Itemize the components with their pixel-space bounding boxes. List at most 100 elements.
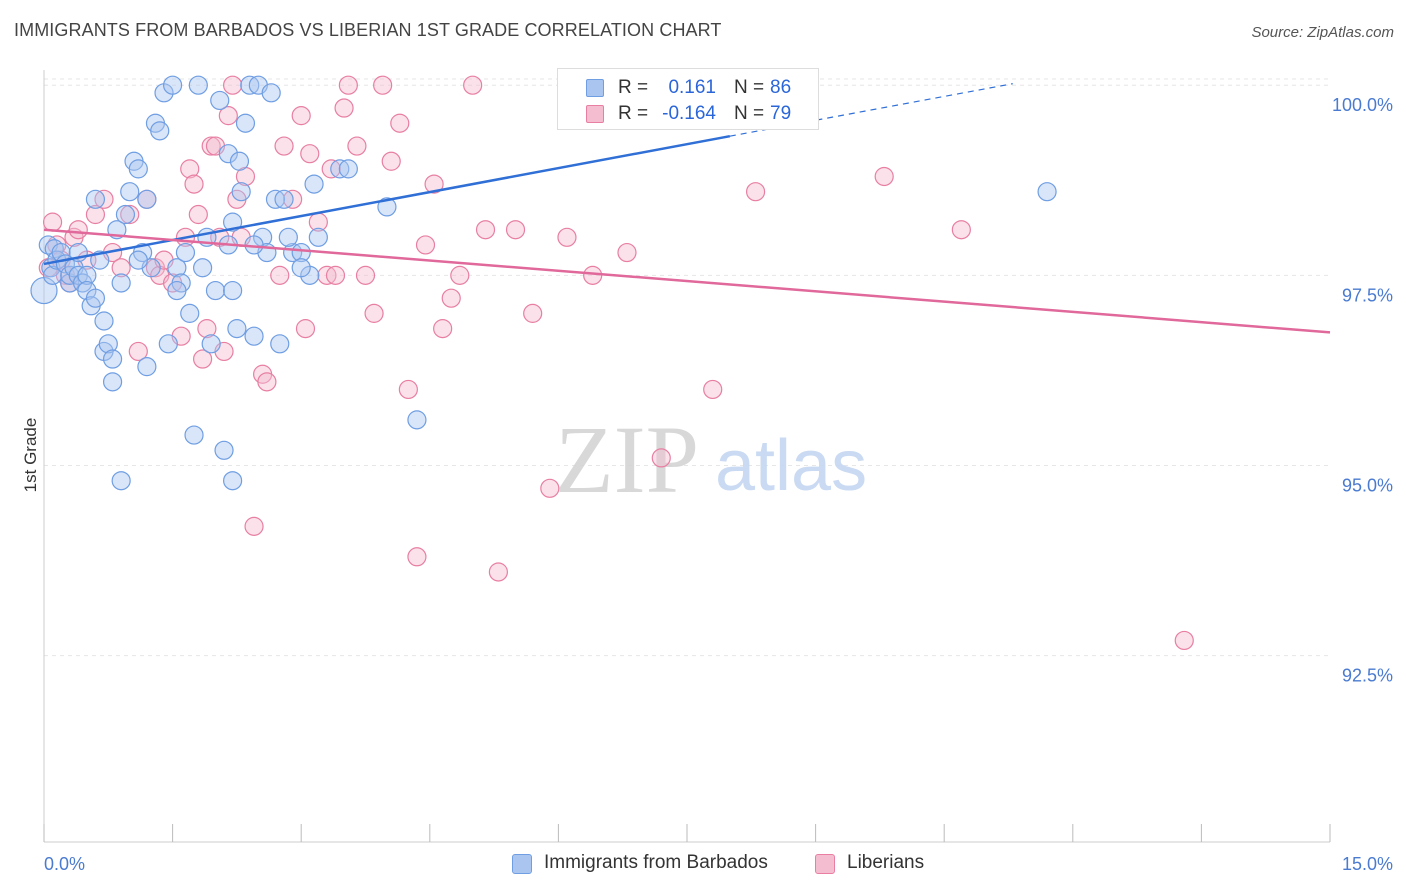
data-point-barbados (210, 90, 230, 111)
data-point-barbados (128, 159, 148, 179)
data-point-liberians (441, 288, 461, 308)
data-point-barbados (175, 242, 196, 263)
data-point-barbados (111, 273, 131, 293)
data-point-liberians (424, 174, 444, 194)
data-point-liberians (475, 220, 496, 240)
data-point-barbados (338, 159, 358, 179)
data-point-barbados (102, 372, 123, 392)
data-point-barbados (137, 189, 157, 209)
data-point-liberians (223, 75, 243, 95)
data-point-barbados (214, 440, 234, 460)
legend-label-barbados: Immigrants from Barbados (544, 852, 768, 873)
data-point-liberians (347, 136, 367, 156)
data-point-liberians (85, 204, 106, 225)
data-point-liberians (291, 106, 311, 126)
y-tick-labels: 92.5% 95.0% 97.5% 100.0% (1332, 95, 1393, 685)
data-point-barbados (291, 242, 311, 263)
watermark-zip: ZIP (555, 406, 699, 513)
n-label: N = (734, 103, 765, 124)
data-point-barbados (304, 174, 324, 194)
data-point-barbados (223, 212, 243, 232)
data-point-liberians (364, 303, 384, 323)
data-point-barbados (180, 303, 200, 323)
data-point-barbados (308, 227, 328, 247)
data-point-liberians (617, 242, 637, 263)
watermark: ZIP atlas (555, 406, 867, 513)
data-point-barbados (407, 410, 427, 430)
data-point-barbados (163, 75, 183, 95)
data-point-barbados (167, 280, 187, 301)
x-tick-labels: 0.0% 15.0% (44, 854, 1393, 874)
data-point-liberians (193, 349, 213, 369)
data-point-barbados (231, 182, 251, 202)
data-point-liberians (184, 174, 204, 194)
y-tick-label: 92.5% (1342, 666, 1393, 686)
data-point-liberians (488, 562, 508, 582)
data-point-liberians (745, 182, 766, 202)
data-point-liberians (703, 379, 723, 400)
data-point-barbados (201, 334, 221, 354)
data-point-liberians (583, 265, 603, 285)
data-point-barbados (77, 265, 97, 285)
data-point-liberians (523, 303, 543, 323)
data-point-liberians (274, 136, 294, 156)
data-point-barbados (193, 258, 213, 278)
data-point-liberians (68, 220, 88, 240)
data-point-liberians (373, 75, 393, 95)
data-point-barbados (137, 357, 157, 377)
data-point-barbados (261, 83, 281, 103)
data-point-liberians (334, 98, 354, 118)
n-label: N = (734, 77, 765, 98)
x-tick-label: 15.0% (1342, 854, 1393, 874)
chart-title: IMMIGRANTS FROM BARBADOS VS LIBERIAN 1ST… (14, 20, 722, 40)
data-point-barbados (111, 471, 131, 491)
data-point-barbados (274, 189, 294, 209)
data-point-liberians (651, 448, 671, 468)
data-point-barbados (85, 189, 106, 209)
legend-row-barbados: R = 0.161 N = 86 (558, 75, 820, 103)
data-point-liberians (244, 516, 264, 536)
data-point-barbados (94, 311, 114, 331)
data-point-liberians (201, 136, 221, 156)
data-point-barbados (229, 151, 250, 171)
data-point-barbados (102, 349, 123, 369)
data-point-liberians (188, 204, 208, 225)
data-point-liberians (120, 204, 140, 225)
data-point-barbados (377, 197, 397, 217)
data-point-barbados (270, 334, 290, 354)
data-point-liberians (355, 265, 376, 285)
data-point-barbados (98, 334, 118, 354)
data-point-barbados (128, 250, 148, 270)
r-value-barbados: 0.161 (668, 77, 716, 98)
data-point-liberians (390, 113, 410, 133)
data-point-barbados (227, 319, 247, 339)
r-label: R = (618, 77, 649, 98)
source-label: Source: ZipAtlas.com (1251, 24, 1394, 41)
data-point-liberians (257, 372, 277, 392)
watermark-atlas: atlas (715, 426, 867, 506)
data-point-barbados (278, 227, 298, 247)
data-point-liberians (338, 75, 358, 95)
data-point-barbados (188, 75, 208, 95)
data-point-liberians (874, 166, 894, 187)
data-point-barbados (120, 182, 140, 202)
data-point-liberians (505, 220, 526, 240)
legend-swatch-liberians (815, 854, 835, 874)
data-point-liberians (197, 319, 217, 339)
n-value-liberians: 79 (770, 103, 792, 124)
r-label: R = (618, 103, 649, 124)
data-point-barbados (85, 288, 106, 308)
data-point-liberians (433, 319, 453, 339)
axes (43, 70, 1331, 843)
y-tick-label: 97.5% (1342, 285, 1393, 305)
data-point-barbados (218, 144, 238, 164)
data-point-liberians (218, 106, 238, 126)
legend-swatch-barbados (586, 79, 604, 97)
data-point-barbados (291, 258, 311, 278)
data-point-barbados (205, 280, 226, 301)
correlation-legend: R = 0.161 N = 86 R = -0.164 N = 79 (557, 68, 819, 130)
data-point-barbados (1037, 182, 1057, 202)
legend-row-liberians: R = -0.164 N = 79 (558, 101, 820, 129)
data-point-liberians (557, 227, 577, 247)
data-point-liberians (463, 75, 483, 95)
